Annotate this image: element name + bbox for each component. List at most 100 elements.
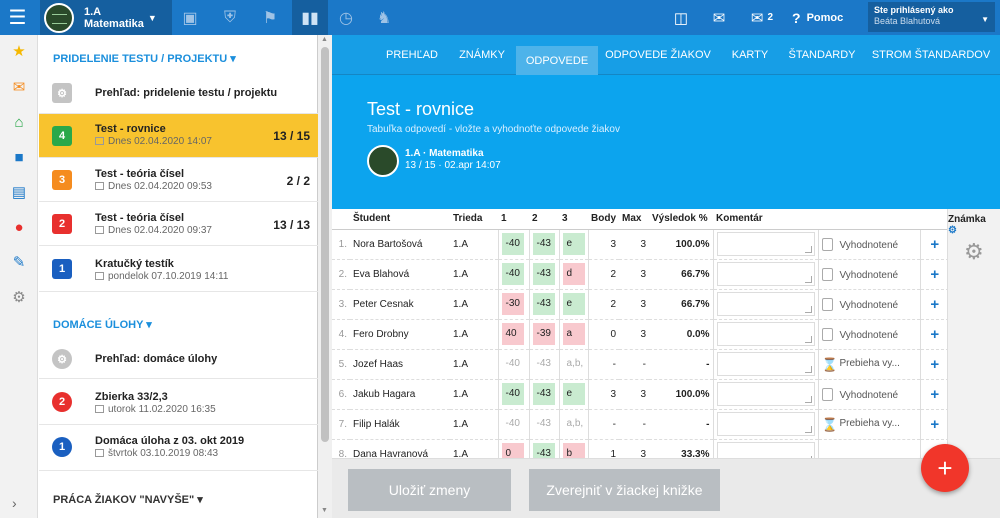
section-tests-title[interactable]: PRIDELENIE TESTU / PROJEKTU ▾ xyxy=(53,53,236,65)
answer-cell[interactable]: a xyxy=(562,323,585,345)
list-item-homework[interactable]: 2 Zbierka 33/2,3 utorok 11.02.2020 16:35 xyxy=(39,379,318,425)
comment-field[interactable] xyxy=(716,262,815,286)
answer-cell[interactable]: -43 xyxy=(536,358,551,369)
answer-cell[interactable]: -40 xyxy=(501,383,524,405)
scroll-up-icon[interactable]: ▲ xyxy=(321,36,328,43)
answer-cell[interactable]: -39 xyxy=(532,323,555,345)
answer-cell[interactable]: -43 xyxy=(532,233,555,255)
walking-icon[interactable]: ♞ xyxy=(376,9,392,27)
star-icon[interactable]: ★ xyxy=(12,43,26,60)
item-date: utorok 11.02.2020 16:35 xyxy=(108,404,216,415)
list-item-test[interactable]: 4 Test - rovnice Dnes 02.04.2020 14:07 1… xyxy=(39,114,318,158)
answer-cell[interactable]: -30 xyxy=(501,293,524,315)
clock-icon[interactable]: ◷ xyxy=(339,9,353,27)
user-menu[interactable]: Ste prihlásený ako Beáta Blahutová ▼ xyxy=(868,2,995,32)
answer-cell[interactable]: -40 xyxy=(501,263,524,285)
answer-cell[interactable]: a,b, xyxy=(566,418,584,429)
result-percent: 66.7% xyxy=(649,289,713,320)
add-grade-button[interactable]: + xyxy=(919,229,949,260)
list-item-test[interactable]: 3 Test - teória čísel Dnes 02.04.2020 09… xyxy=(39,158,318,202)
mail-icon[interactable]: ✉ xyxy=(12,79,26,96)
add-grade-button[interactable]: + xyxy=(919,289,949,320)
add-grade-button[interactable]: + xyxy=(919,379,949,410)
tab-standards[interactable]: ŠTANDARDY xyxy=(788,49,856,61)
answer-cell[interactable]: a,b, xyxy=(566,358,584,369)
add-grade-button[interactable]: + xyxy=(919,259,949,290)
answer-cell[interactable]: d xyxy=(562,263,585,285)
points-value: 2 xyxy=(587,259,619,290)
answer-cell[interactable]: -43 xyxy=(532,383,555,405)
panel-scrollbar[interactable]: ▲ ▼ xyxy=(318,35,332,518)
comment-field[interactable] xyxy=(716,352,815,376)
tab-student-answers[interactable]: ODPOVEDE ŽIAKOV xyxy=(605,49,711,61)
student-name: Peter Cesnak xyxy=(350,289,450,320)
answer-cell[interactable]: -40 xyxy=(505,418,520,429)
book-icon[interactable]: ▤ xyxy=(11,184,27,201)
chat-icon[interactable]: ● xyxy=(14,218,24,236)
shield-icon[interactable]: ⛨ xyxy=(223,8,236,26)
tab-grades[interactable]: ZNÁMKY xyxy=(459,49,505,61)
item-title: Test - teória čísel xyxy=(95,212,185,224)
cast-icon[interactable]: ◫ xyxy=(673,9,689,27)
gear-icon[interactable]: ⚙ xyxy=(964,239,984,264)
answer-cell[interactable]: -40 xyxy=(505,358,520,369)
answer-cell[interactable]: e xyxy=(562,233,585,255)
answer-cell[interactable]: -43 xyxy=(532,293,555,315)
tab-cards[interactable]: KARTY xyxy=(731,49,769,61)
student-name: Jakub Hagara xyxy=(350,379,450,410)
list-item-overview-homework[interactable]: ⚙ Prehľad: domáce úlohy xyxy=(39,339,318,379)
expand-icon[interactable]: › xyxy=(12,495,17,511)
scroll-thumb[interactable] xyxy=(321,47,329,442)
answer-cell[interactable]: -40 xyxy=(501,233,524,255)
table-row: 4. Fero Drobny 1.A 40 -39 a 0 3 0.0% Vyhodnotené + xyxy=(332,319,949,350)
pen-icon[interactable]: ✎ xyxy=(12,254,26,271)
assignment-panel: PRIDELENIE TESTU / PROJEKTU ▾ ⚙ Prehľad:… xyxy=(39,35,318,518)
section-homework-title[interactable]: DOMÁCE ÚLOHY ▾ xyxy=(53,319,152,331)
gear-icon[interactable]: ⚙ xyxy=(948,225,957,236)
list-item-overview-tests[interactable]: ⚙ Prehľad: pridelenie testu / projektu xyxy=(39,72,318,114)
answer-cell[interactable]: -43 xyxy=(532,263,555,285)
messages-button[interactable]: ✉ 2 xyxy=(742,0,782,35)
tab-overview[interactable]: PREHĽAD xyxy=(386,49,438,61)
list-item-test[interactable]: 2 Test - teória čísel Dnes 02.04.2020 09… xyxy=(39,202,318,246)
answer-cell[interactable]: e xyxy=(562,383,585,405)
table-row: 3. Peter Cesnak 1.A -30 -43 e 2 3 66.7% Vyhodnote… xyxy=(332,289,949,320)
bar-chart-icon[interactable]: ▮▮ xyxy=(292,0,328,35)
max-value: 3 xyxy=(619,229,649,260)
add-grade-button[interactable]: + xyxy=(919,319,949,350)
menu-icon[interactable]: ☰ xyxy=(8,7,27,29)
comment-field[interactable] xyxy=(716,322,815,346)
col-class[interactable]: Trieda xyxy=(450,209,498,230)
comment-field[interactable] xyxy=(716,292,815,316)
add-grade-button[interactable]: + xyxy=(919,409,949,440)
tab-standards-tree[interactable]: STROM ŠTANDARDOV xyxy=(871,49,991,61)
notebook-icon[interactable]: ■ xyxy=(14,148,24,166)
tab-answers[interactable]: ODPOVEDE xyxy=(516,46,598,75)
comment-field[interactable] xyxy=(716,412,815,436)
save-button[interactable]: Uložiť zmeny xyxy=(348,469,511,511)
row-number: 1. xyxy=(332,229,350,260)
chat-icon[interactable]: ✉ xyxy=(712,9,726,27)
gear-icon[interactable]: ⚙ xyxy=(12,289,26,306)
publish-button[interactable]: Zverejniť v žiackej knižke xyxy=(529,469,720,511)
help-button[interactable]: ? Pomoc xyxy=(792,0,843,35)
answer-cell[interactable]: e xyxy=(562,293,585,315)
section-extra-work-title[interactable]: PRÁCA ŽIAKOV "NAVYŠE" ▾ xyxy=(53,494,203,506)
home-icon[interactable]: ⌂ xyxy=(14,113,24,131)
add-grade-button[interactable]: + xyxy=(919,349,949,380)
comment-field[interactable] xyxy=(716,382,815,406)
list-item-test[interactable]: 1 Kratučký testík pondelok 07.10.2019 14… xyxy=(39,246,318,292)
item-date: Dnes 02.04.2020 09:37 xyxy=(108,225,212,236)
max-value: - xyxy=(619,349,649,380)
answer-cell[interactable]: 40 xyxy=(501,323,524,345)
bank-icon[interactable]: ⚑ xyxy=(262,9,278,27)
answer-cell[interactable]: -43 xyxy=(536,418,551,429)
table-row: 1. Nora Bartošová 1.A -40 -43 e 3 3 100.0% Vyhodn… xyxy=(332,229,949,260)
class-selector[interactable]: 1.A Matematika ▼ xyxy=(40,0,172,35)
list-item-homework[interactable]: 1 Domáca úloha z 03. okt 2019 štvrtok 03… xyxy=(39,425,318,471)
col-student[interactable]: Študent xyxy=(350,209,450,230)
comment-field[interactable] xyxy=(716,232,815,256)
briefcase-icon[interactable]: ▣ xyxy=(182,9,198,27)
add-button[interactable]: + xyxy=(921,444,969,492)
scroll-down-icon[interactable]: ▼ xyxy=(321,507,328,514)
